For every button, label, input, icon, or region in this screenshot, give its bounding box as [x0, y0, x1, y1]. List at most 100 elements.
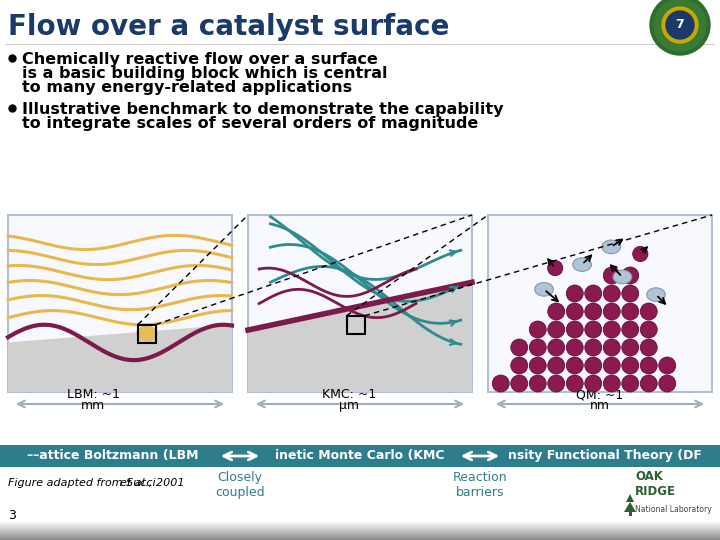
Bar [0, 522, 720, 523]
Text: KMC: ~1: KMC: ~1 [322, 388, 376, 401]
Circle shape [622, 321, 639, 338]
Bar [0, 535, 720, 536]
Text: Chemically reactive flow over a surface: Chemically reactive flow over a surface [22, 52, 378, 67]
Text: ––attice Boltzmann (LBM: ––attice Boltzmann (LBM [27, 449, 199, 462]
Bar [138, 325, 156, 342]
Circle shape [640, 321, 657, 338]
Circle shape [510, 339, 528, 356]
Circle shape [566, 357, 583, 374]
Circle shape [566, 339, 583, 356]
Circle shape [585, 321, 602, 338]
Bar [0, 528, 720, 529]
Circle shape [548, 375, 564, 392]
Bar [629, 511, 631, 516]
Circle shape [566, 321, 583, 338]
Circle shape [492, 375, 509, 392]
Text: LBM: ~1: LBM: ~1 [67, 388, 120, 401]
Circle shape [622, 285, 639, 302]
Bar [346, 316, 364, 334]
Circle shape [633, 246, 648, 261]
Bar [0, 533, 720, 534]
Ellipse shape [602, 240, 621, 254]
Circle shape [640, 339, 657, 356]
Circle shape [548, 321, 564, 338]
Bar [0, 539, 720, 540]
Text: is a basic building block which is central: is a basic building block which is centr… [22, 66, 387, 81]
Circle shape [529, 321, 546, 338]
Text: National Laboratory: National Laboratory [635, 505, 712, 514]
Bar [0, 445, 720, 467]
Bar [0, 534, 720, 535]
Circle shape [650, 0, 710, 55]
Circle shape [529, 357, 546, 374]
Polygon shape [248, 282, 472, 392]
Text: Flow over a catalyst surface: Flow over a catalyst surface [8, 13, 449, 41]
Text: Closely
coupled: Closely coupled [215, 471, 265, 499]
Ellipse shape [572, 258, 591, 272]
Text: nsity Functional Theory (DF: nsity Functional Theory (DF [508, 449, 702, 462]
Text: Reaction
barriers: Reaction barriers [453, 471, 508, 499]
Bar [0, 523, 720, 524]
Text: , 2001: , 2001 [148, 478, 184, 488]
Bar [488, 215, 712, 392]
Text: to integrate scales of several orders of magnitude: to integrate scales of several orders of… [22, 116, 478, 131]
Circle shape [622, 303, 639, 320]
Circle shape [622, 357, 639, 374]
Text: QM: ~1: QM: ~1 [577, 388, 624, 401]
Circle shape [510, 357, 528, 374]
Circle shape [529, 339, 546, 356]
Bar [248, 215, 472, 392]
Ellipse shape [647, 288, 665, 301]
Text: to many energy-related applications: to many energy-related applications [22, 80, 352, 95]
Circle shape [640, 357, 657, 374]
Circle shape [603, 321, 620, 338]
Circle shape [659, 375, 676, 392]
Circle shape [603, 267, 620, 284]
Text: nm: nm [590, 399, 610, 412]
Bar [0, 524, 720, 525]
Circle shape [585, 357, 602, 374]
Text: Illustrative benchmark to demonstrate the capability: Illustrative benchmark to demonstrate th… [22, 102, 503, 117]
Bar [0, 527, 720, 528]
Bar [0, 532, 720, 533]
Ellipse shape [613, 270, 631, 284]
Text: μm: μm [339, 399, 359, 412]
Circle shape [585, 285, 602, 302]
Bar [0, 531, 720, 532]
Circle shape [548, 357, 564, 374]
Circle shape [548, 339, 564, 356]
Circle shape [622, 375, 639, 392]
Circle shape [529, 375, 546, 392]
Polygon shape [626, 494, 634, 502]
Text: mm: mm [81, 399, 105, 412]
Circle shape [603, 303, 620, 320]
Bar [0, 536, 720, 537]
Bar [0, 525, 720, 526]
Circle shape [603, 339, 620, 356]
Circle shape [659, 357, 676, 374]
Bar [0, 530, 720, 531]
Bar [5, 44, 715, 45]
Text: Figure adapted from Succi: Figure adapted from Succi [8, 478, 159, 488]
Polygon shape [624, 502, 636, 512]
Circle shape [510, 375, 528, 392]
Bar [0, 526, 720, 527]
Text: inetic Monte Carlo (KMC: inetic Monte Carlo (KMC [275, 449, 445, 462]
Text: et al.: et al. [120, 478, 148, 488]
Circle shape [585, 375, 602, 392]
Circle shape [547, 260, 563, 276]
Text: 3: 3 [8, 509, 16, 522]
Circle shape [548, 303, 564, 320]
Circle shape [654, 0, 706, 51]
Circle shape [640, 303, 657, 320]
Circle shape [566, 285, 583, 302]
Bar [0, 529, 720, 530]
Ellipse shape [535, 282, 554, 296]
Circle shape [603, 375, 620, 392]
Polygon shape [8, 325, 232, 392]
Circle shape [622, 267, 639, 284]
Bar [0, 537, 720, 538]
Bar [8, 215, 232, 392]
Circle shape [566, 375, 583, 392]
Circle shape [662, 7, 698, 43]
